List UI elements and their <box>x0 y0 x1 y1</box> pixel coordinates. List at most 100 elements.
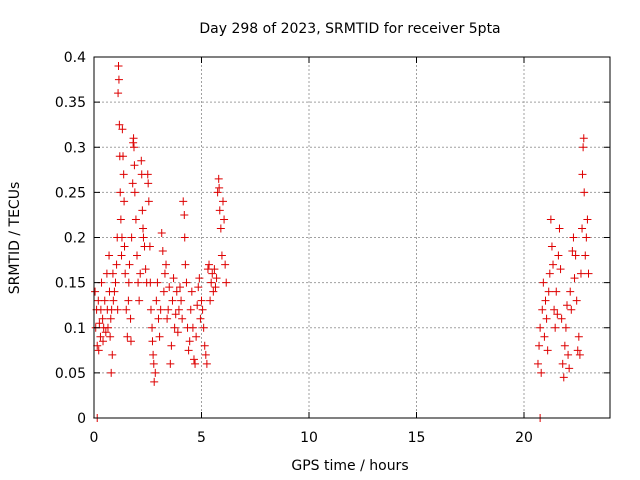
x-tick-label: 20 <box>515 430 533 446</box>
data-point <box>118 125 127 134</box>
data-point <box>171 310 180 319</box>
data-point <box>199 323 208 332</box>
data-point <box>130 188 139 197</box>
data-point <box>213 188 222 197</box>
data-point <box>120 197 129 206</box>
data-point <box>579 143 588 152</box>
data-point <box>151 368 160 377</box>
data-point <box>108 269 117 278</box>
data-point <box>170 323 179 332</box>
data-point <box>180 233 189 242</box>
data-point <box>158 247 167 256</box>
x-tick-label: 0 <box>90 430 99 446</box>
data-point <box>541 296 550 305</box>
data-point <box>184 346 193 355</box>
data-point <box>571 251 580 260</box>
data-point <box>558 359 567 368</box>
data-point <box>176 283 184 292</box>
data-point <box>139 233 148 242</box>
y-tick-label: 0.25 <box>55 185 86 201</box>
data-point <box>561 323 570 332</box>
data-point <box>154 314 163 323</box>
x-tick-label: 10 <box>300 430 318 446</box>
data-point <box>192 332 201 341</box>
data-point <box>114 75 123 84</box>
data-point <box>99 337 108 346</box>
data-point <box>150 377 159 386</box>
data-point <box>537 368 546 377</box>
data-point <box>93 341 102 350</box>
data-point <box>144 197 153 206</box>
data-point <box>194 283 203 292</box>
data-point <box>188 323 197 332</box>
data-point <box>115 120 124 129</box>
data-point <box>570 274 579 283</box>
data-point <box>146 278 155 287</box>
data-point <box>156 305 165 314</box>
data-point <box>546 215 555 224</box>
data-point <box>126 337 135 346</box>
data-point <box>551 323 560 332</box>
data-point <box>553 310 562 319</box>
data-point <box>135 296 144 305</box>
data-point <box>191 359 200 368</box>
data-point <box>579 134 588 143</box>
data-point <box>198 305 207 314</box>
data-point <box>164 305 173 314</box>
data-point <box>222 278 231 287</box>
data-point <box>552 287 561 296</box>
data-point <box>96 332 105 341</box>
data-point <box>538 305 547 314</box>
data-point <box>146 305 155 314</box>
data-point <box>100 296 109 305</box>
data-point <box>193 301 202 310</box>
data-point <box>136 269 145 278</box>
data-point <box>189 355 198 364</box>
data-point <box>177 296 186 305</box>
data-point <box>139 224 148 233</box>
data-point <box>178 314 187 323</box>
data-point <box>127 233 136 242</box>
data-point <box>179 197 188 206</box>
data-point <box>138 206 147 215</box>
data-point <box>160 269 169 278</box>
data-point <box>556 265 565 274</box>
x-tick-label: 15 <box>408 430 426 446</box>
data-point <box>197 296 206 305</box>
data-point <box>555 224 564 233</box>
data-point <box>103 323 112 332</box>
data-point <box>157 228 166 237</box>
data-point <box>578 170 587 179</box>
y-tick-label: 0 <box>77 411 86 427</box>
data-point <box>166 359 175 368</box>
data-point <box>121 269 130 278</box>
data-point <box>573 346 582 355</box>
data-point <box>129 134 138 143</box>
data-point <box>124 278 133 287</box>
data-point <box>134 278 143 287</box>
data-point <box>196 314 205 323</box>
data-point <box>207 278 216 287</box>
data-point <box>539 278 548 287</box>
data-point <box>109 296 118 305</box>
data-point <box>547 242 556 251</box>
data-point <box>137 156 146 165</box>
data-point <box>123 332 132 341</box>
data-point <box>108 350 117 359</box>
y-tick-label: 0.15 <box>55 276 86 292</box>
data-point <box>211 283 220 292</box>
data-point <box>114 89 123 98</box>
data-point <box>116 215 125 224</box>
data-point <box>172 287 181 296</box>
data-point <box>209 287 218 296</box>
data-point <box>201 350 210 359</box>
data-point <box>145 242 154 251</box>
chart-title: Day 298 of 2023, SRMTID for receiver 5pt… <box>199 21 500 37</box>
data-point <box>220 215 229 224</box>
data-point <box>119 152 128 161</box>
data-point <box>148 337 157 346</box>
data-point <box>536 323 545 332</box>
data-point <box>167 341 176 350</box>
data-point <box>215 183 224 192</box>
data-point <box>217 251 226 260</box>
